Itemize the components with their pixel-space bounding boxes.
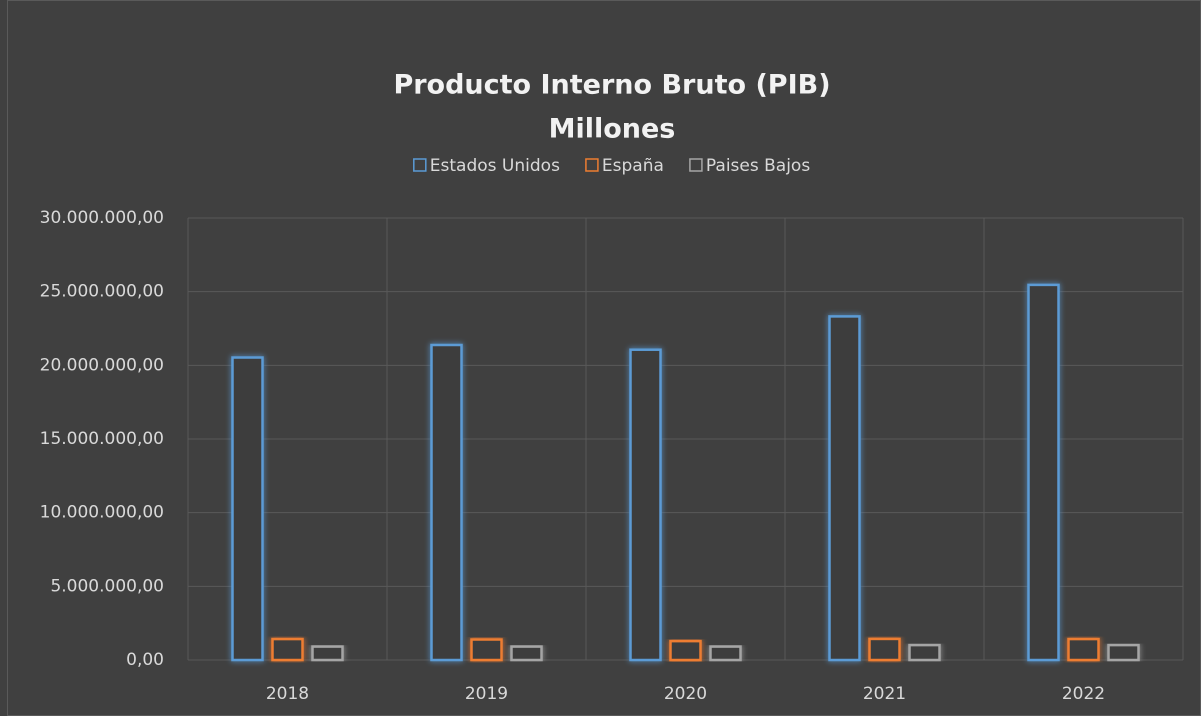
x-tick-label: 2022	[1062, 684, 1105, 704]
x-tick-label: 2020	[664, 684, 707, 704]
bar	[629, 348, 662, 662]
bar	[1067, 637, 1100, 662]
legend-label: Estados Unidos	[430, 156, 560, 176]
bar	[311, 645, 344, 662]
y-tick-label: 5.000.000,00	[50, 576, 164, 596]
x-tick-label: 2019	[465, 684, 508, 704]
bar	[1027, 283, 1060, 662]
y-tick-label: 15.000.000,00	[40, 429, 164, 449]
bar	[868, 637, 901, 662]
y-tick-label: 0,00	[126, 650, 164, 670]
legend-label: Paises Bajos	[706, 156, 810, 176]
bar	[510, 645, 543, 662]
y-tick-label: 10.000.000,00	[40, 503, 164, 523]
y-tick-label: 30.000.000,00	[40, 208, 164, 228]
bar	[430, 343, 463, 662]
bar	[828, 315, 861, 662]
bar	[271, 637, 304, 662]
legend-label: España	[602, 156, 664, 176]
legend: Estados Unidos España Paises Bajos	[413, 156, 810, 176]
y-tick-label: 25.000.000,00	[40, 282, 164, 302]
legend-swatch	[585, 158, 599, 172]
bar	[908, 643, 941, 662]
legend-swatch	[689, 158, 703, 172]
chart-title: Producto Interno Bruto (PIB)	[393, 70, 830, 101]
legend-swatch	[413, 158, 427, 172]
bar	[231, 356, 264, 662]
x-tick-label: 2021	[863, 684, 906, 704]
bar	[709, 645, 742, 662]
bar	[669, 639, 702, 662]
y-tick-label: 20.000.000,00	[40, 355, 164, 375]
chart-subtitle: Millones	[549, 114, 676, 145]
bar	[1107, 643, 1140, 662]
x-tick-label: 2018	[266, 684, 309, 704]
bar	[470, 638, 503, 662]
